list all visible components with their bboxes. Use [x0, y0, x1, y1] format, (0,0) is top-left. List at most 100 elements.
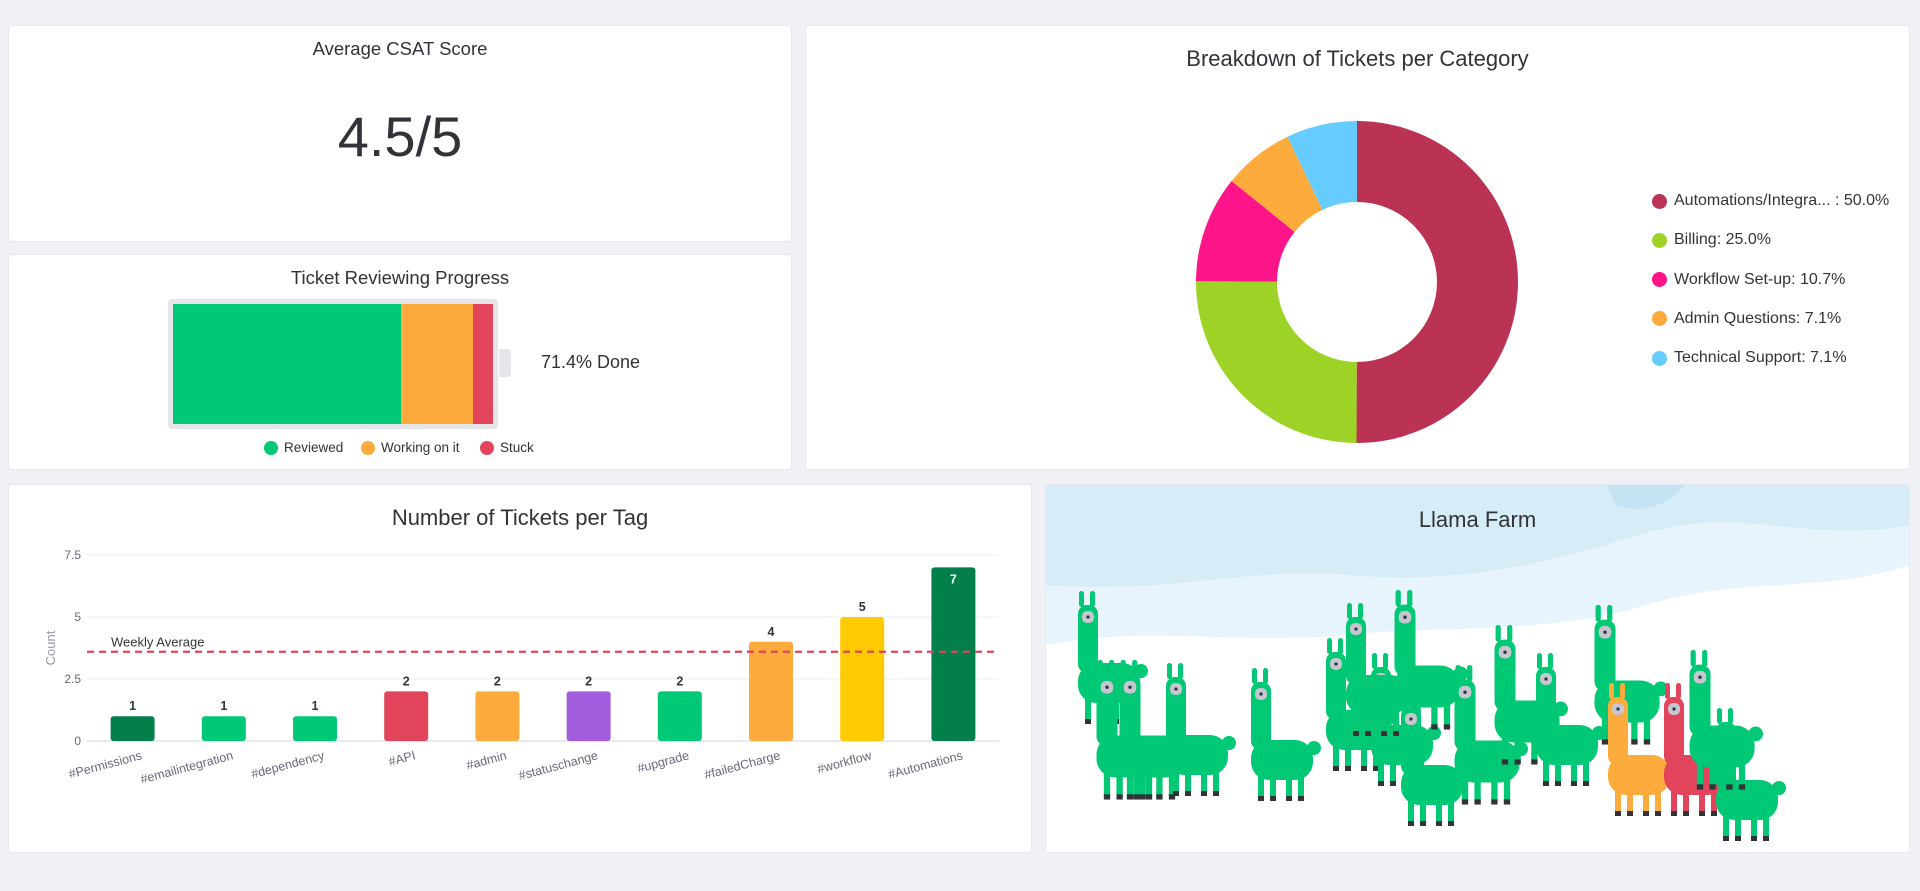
llama-ear — [1413, 693, 1418, 709]
tags-title: Number of Tickets per Tag — [391, 505, 649, 530]
breakdown-title: Breakdown of Tickets per Category — [1186, 46, 1529, 71]
llama-neck — [1346, 617, 1366, 685]
llama-leg — [1286, 770, 1292, 798]
llama-nose — [1174, 687, 1178, 691]
llama-ear — [1495, 624, 1501, 642]
llama-tail — [1155, 736, 1170, 752]
llama-hoof — [1503, 799, 1511, 805]
llama-leg — [1531, 732, 1538, 762]
llama-leg — [1448, 795, 1454, 823]
y-tick-label: 7.5 — [64, 548, 81, 562]
llama-leg — [1501, 732, 1509, 762]
donut-slice[interactable] — [1231, 136, 1323, 232]
llama-farm-scene — [1046, 485, 1909, 852]
csat-widget[interactable]: Average CSAT Score 4.5/5 — [8, 25, 792, 242]
llama-neck — [1689, 664, 1711, 736]
bar[interactable] — [475, 691, 520, 741]
llama-nose — [1259, 692, 1263, 696]
bar[interactable] — [657, 691, 702, 741]
progress-segment-working-on-it — [401, 304, 474, 424]
llama-ear — [1507, 624, 1513, 642]
llama-nose — [1086, 615, 1090, 619]
bar[interactable] — [931, 567, 976, 741]
llama-body — [1346, 675, 1408, 715]
llama-ear — [1609, 683, 1614, 699]
llama-leg — [1555, 755, 1561, 783]
llama-leg — [1156, 767, 1163, 797]
bar-data-label: 1 — [220, 699, 227, 713]
progress-legend-item: Stuck — [480, 440, 534, 455]
llama-leg — [1474, 772, 1481, 802]
llama-hoof — [1393, 731, 1399, 736]
llama — [1608, 683, 1678, 816]
donut-slice[interactable] — [1196, 181, 1295, 282]
llama-neck — [1494, 639, 1516, 711]
llama-hoof — [1531, 759, 1538, 765]
llama-hoof — [1286, 796, 1292, 801]
llama-hoof — [1420, 821, 1426, 826]
llama-title: Llama Farm — [1418, 507, 1537, 532]
bar[interactable] — [201, 716, 246, 741]
legend-dot — [480, 440, 494, 455]
llama-widget[interactable]: Llama Farm — [1045, 484, 1910, 853]
legend-dot — [1652, 232, 1667, 248]
llama-hoof — [1711, 811, 1717, 816]
llama-hoof — [1408, 821, 1414, 826]
llama-hoof — [1627, 811, 1633, 816]
llama-leg — [1503, 772, 1511, 802]
tags-widget[interactable]: Number of Tickets per Tag 0 2.5 5 7.5 Count 1… — [8, 484, 1032, 853]
llama-leg — [1443, 697, 1451, 727]
llama-tail — [1772, 781, 1786, 795]
llama-leg — [1258, 770, 1264, 798]
llama-leg — [1381, 705, 1387, 733]
llama — [1346, 603, 1416, 736]
llama-hoof — [1709, 784, 1716, 790]
donut-slice[interactable] — [1287, 121, 1357, 210]
breakdown-widget[interactable]: Breakdown of Tickets per Category Automa… — [805, 25, 1910, 470]
llama-ear — [1263, 668, 1268, 684]
llama-hoof — [1751, 836, 1757, 841]
llama-body — [1394, 665, 1460, 708]
bar-data-label: 1 — [129, 699, 136, 713]
donut-legend-item[interactable]: Technical Support: 7.1% — [1652, 349, 1847, 367]
bar-data-label: 7 — [950, 572, 957, 586]
donut-chart — [1196, 121, 1519, 444]
donut-legend-item[interactable]: Workflow Set-up: 10.7% — [1652, 271, 1845, 289]
llama-leg — [1709, 757, 1716, 787]
llama-body — [1096, 735, 1162, 778]
llama-neck — [1096, 674, 1118, 746]
bar[interactable] — [384, 691, 429, 741]
llama-hoof — [1448, 821, 1454, 826]
llama-nose — [1334, 662, 1338, 666]
legend-dot — [1652, 311, 1667, 327]
donut-legend-item[interactable]: Billing: 25.0% — [1652, 231, 1771, 249]
bar[interactable] — [110, 716, 155, 741]
bar[interactable] — [293, 716, 337, 741]
bar-data-label: 2 — [676, 674, 683, 688]
llama-ear — [1402, 693, 1407, 709]
bar[interactable] — [566, 691, 611, 741]
progress-widget[interactable]: Ticket Reviewing Progress 71.4% Done Rev… — [8, 254, 792, 470]
llama-leg — [1615, 785, 1621, 813]
progress-bar — [173, 304, 493, 424]
llama-ear — [1327, 638, 1332, 654]
donut-slice[interactable] — [1196, 281, 1357, 443]
llama-leg — [1583, 755, 1589, 783]
donut-slice[interactable] — [1356, 121, 1519, 444]
llama-hoof — [1696, 784, 1704, 790]
llama-hoof — [1378, 781, 1384, 786]
llama-neck — [1394, 604, 1416, 676]
llama-leg — [1390, 755, 1396, 783]
llama-nose — [1616, 707, 1620, 711]
x-tick-label: #Permissions — [67, 748, 143, 781]
llama-leg — [1655, 785, 1661, 813]
llama-leg — [1735, 810, 1741, 838]
bar[interactable] — [749, 641, 793, 741]
llama-hoof — [1583, 781, 1589, 786]
llama-neck — [1401, 707, 1421, 775]
llama-leg — [1763, 810, 1769, 838]
donut-legend-item[interactable]: Automations/Integra... : 50.0% — [1652, 192, 1889, 210]
llama-hoof — [1436, 821, 1442, 826]
bar[interactable] — [840, 617, 885, 741]
donut-legend-item[interactable]: Admin Questions: 7.1% — [1652, 310, 1841, 328]
